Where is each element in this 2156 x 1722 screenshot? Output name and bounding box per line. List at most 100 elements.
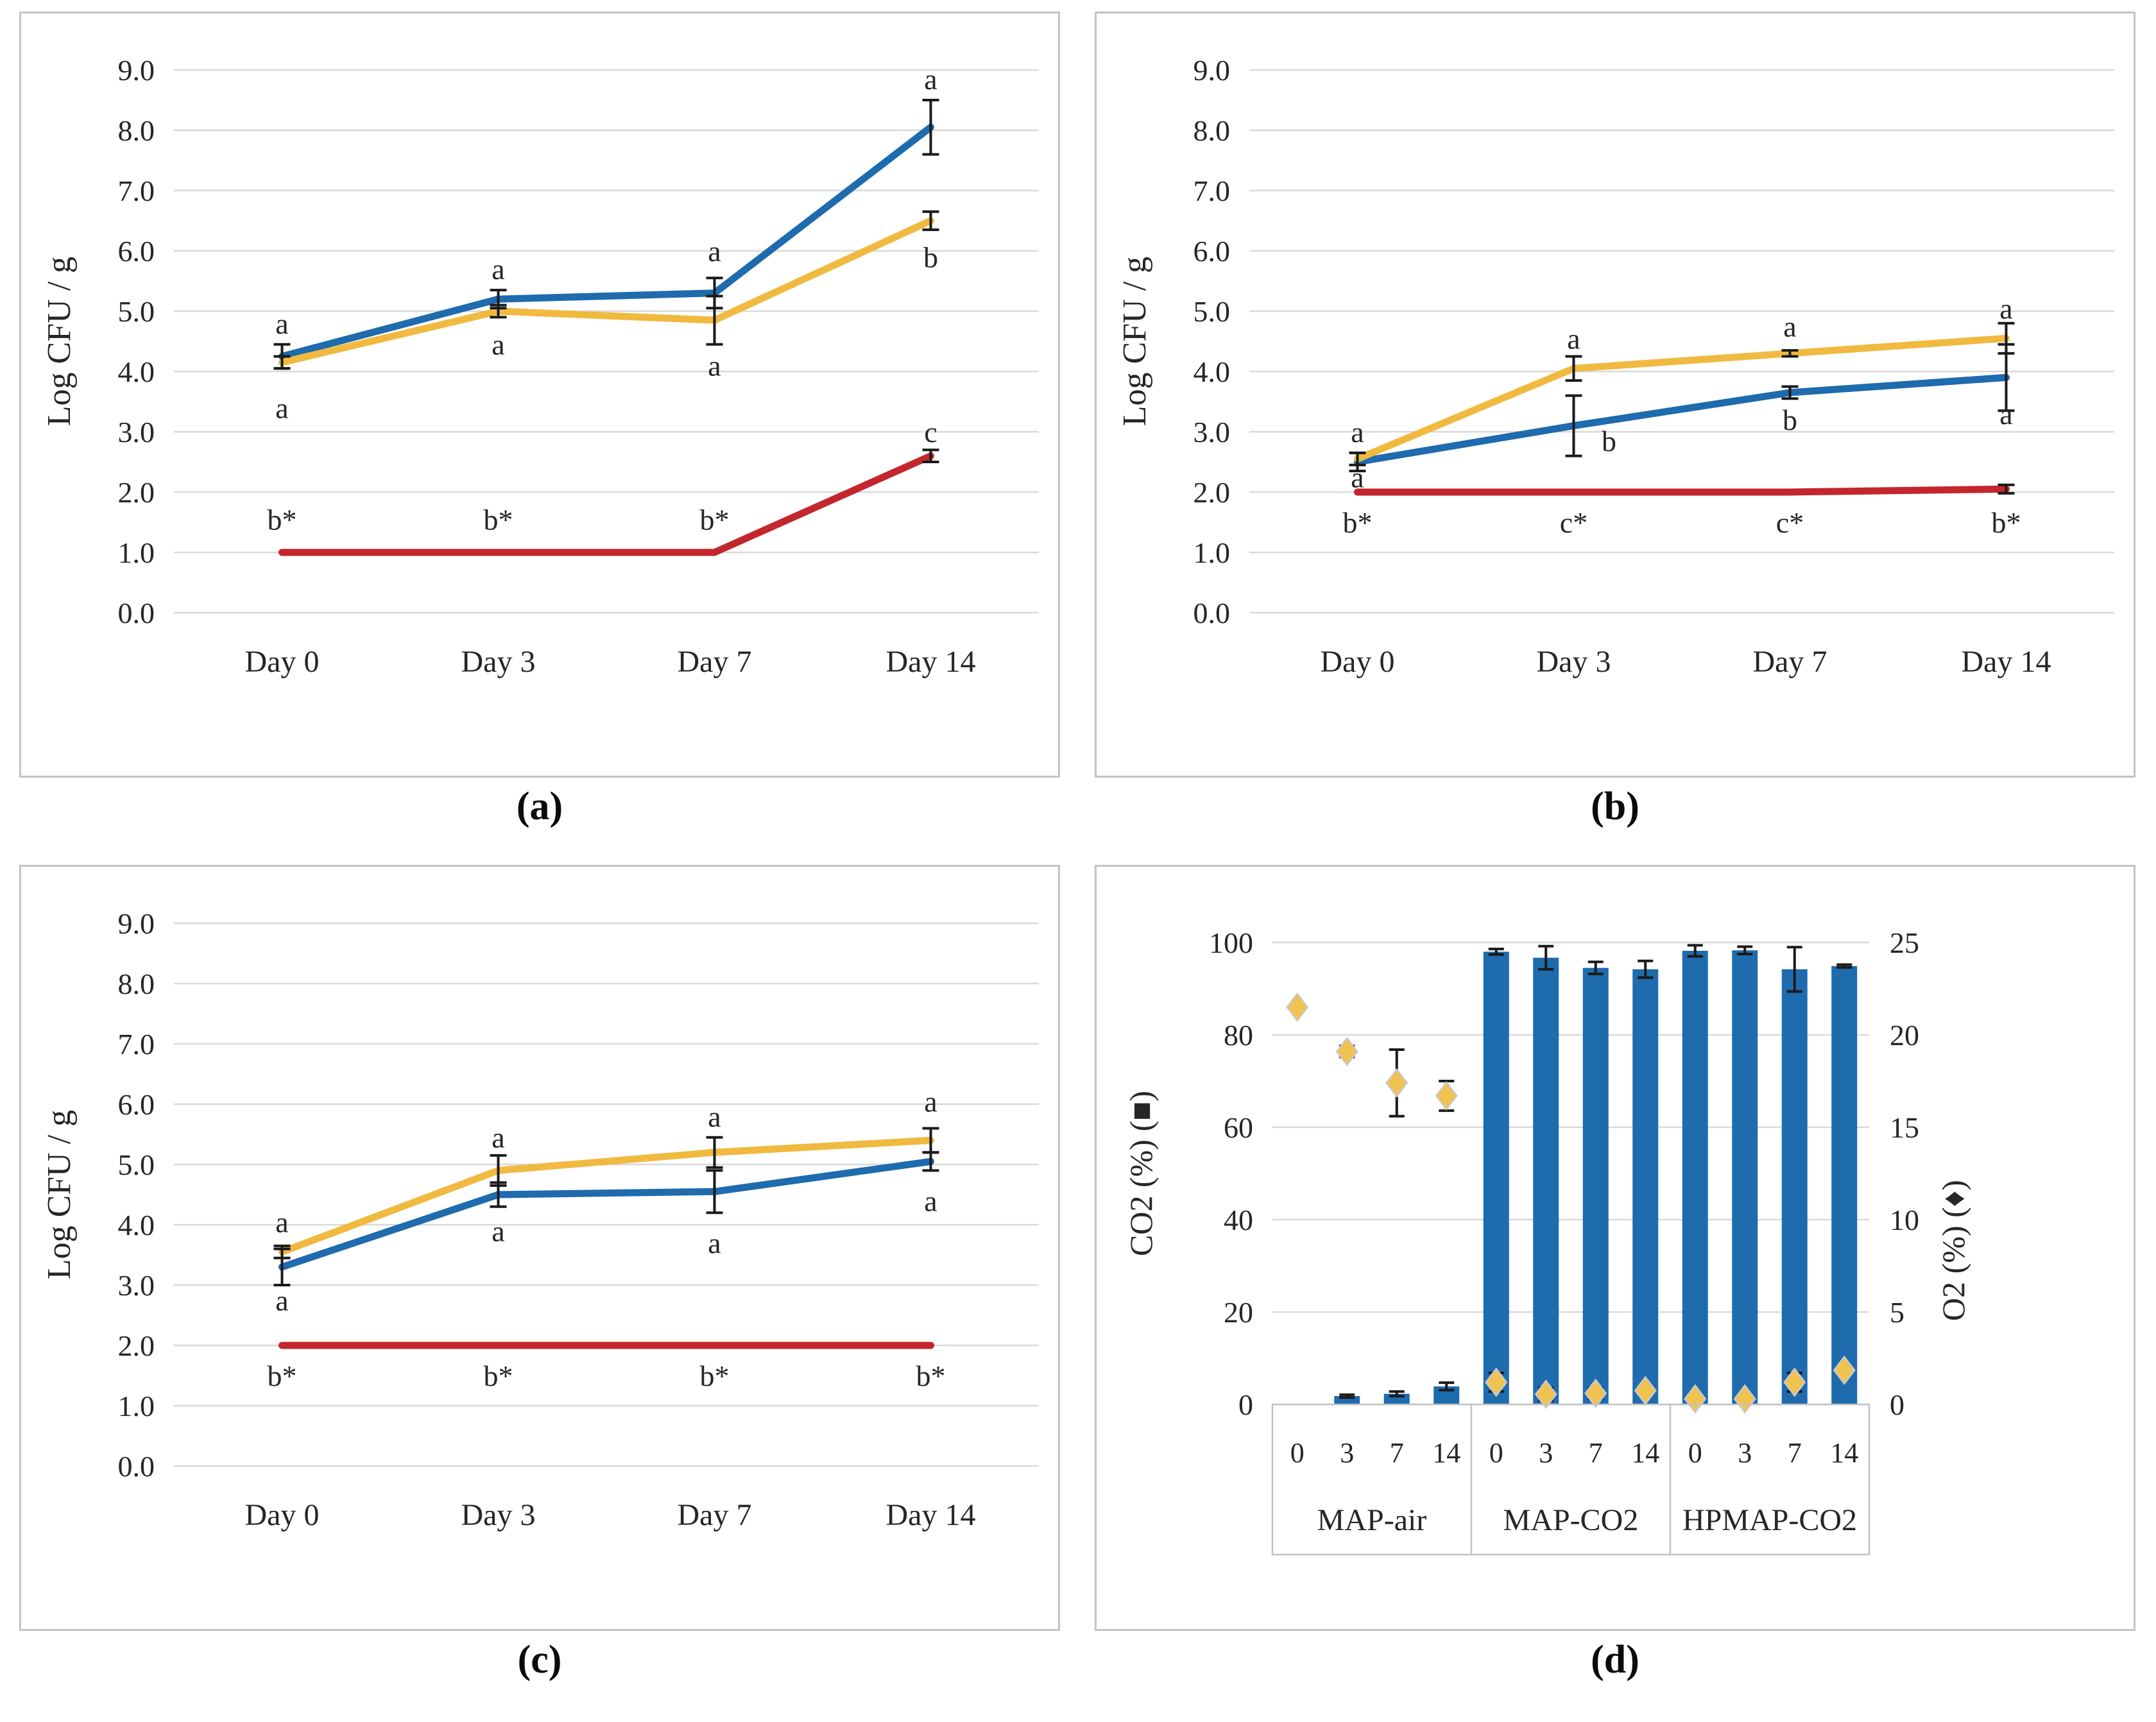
stat-letter: a — [275, 1206, 288, 1238]
stat-letter: b* — [268, 503, 297, 536]
y-tick-label: 6.0 — [118, 1088, 155, 1121]
stat-letter: b* — [1343, 506, 1373, 539]
x-tick-label: Day 7 — [678, 1498, 752, 1532]
y-tick-label: 0.0 — [118, 597, 155, 629]
right-tick-label: 25 — [1890, 926, 1919, 959]
y-tick-label: 9.0 — [118, 54, 155, 87]
day-tick-label: 14 — [1432, 1437, 1460, 1469]
error-bar — [1389, 1390, 1405, 1398]
right-tick-label: 0 — [1890, 1388, 1904, 1421]
stat-letter: b* — [484, 503, 513, 536]
y-tick-label: 1.0 — [118, 1390, 155, 1422]
stat-letter: b — [1602, 425, 1616, 457]
y-tick-label: 2.0 — [118, 476, 155, 509]
right-axis-title: O2 (%) (♦) — [1935, 1180, 1971, 1321]
stat-letter: a — [492, 1215, 504, 1247]
o2-diamond-marker — [1684, 1384, 1707, 1414]
o2-diamond-marker — [1733, 1384, 1756, 1414]
stat-letter: c — [924, 416, 937, 448]
day-tick-label: 0 — [1688, 1437, 1702, 1469]
y-tick-label: 3.0 — [118, 416, 155, 448]
y-tick-label: 6.0 — [1194, 235, 1231, 268]
error-bar — [273, 1244, 291, 1259]
panel-d: 0 20 40 60 80 100 0 5 10 15 20 25 CO2 (%) (■) O2 (%) … — [1095, 865, 2135, 1631]
error-bar — [706, 1136, 723, 1169]
x-tick-label: Day 3 — [461, 1498, 536, 1532]
stat-letter: a — [1999, 292, 2012, 325]
y-axis-title: Log CFU / g — [1116, 257, 1153, 426]
error-bar — [1737, 945, 1753, 955]
stat-letter: a — [275, 1284, 288, 1317]
series-line-yellow — [278, 1136, 934, 1256]
error-bar — [1565, 394, 1582, 457]
caption-b: (b) — [1591, 785, 1639, 828]
y-tick-label: 2.0 — [118, 1329, 155, 1362]
y-tick-label: 7.0 — [118, 175, 155, 207]
day-tick-label: 3 — [1340, 1437, 1354, 1469]
stat-letter: b* — [484, 1360, 513, 1392]
error-bar — [1587, 960, 1604, 975]
x-tick-label: Day 0 — [1321, 645, 1395, 679]
x-tick-label: Day 0 — [245, 1498, 320, 1532]
right-tick-label: 15 — [1890, 1111, 1919, 1144]
series-line-blue — [1354, 373, 2010, 466]
x-tick-label: Day 3 — [1537, 645, 1611, 679]
y-tick-label: 9.0 — [118, 907, 155, 940]
panel-c: 0.0 1.0 2.0 3.0 4.0 5.0 6.0 7.0 8.0 9.0 Log CFU / … — [19, 865, 1060, 1631]
error-bar — [1781, 349, 1799, 358]
y-tick-label: 5.0 — [1194, 295, 1231, 328]
y-tick-label: 7.0 — [118, 1028, 155, 1061]
series-line-yellow — [278, 217, 934, 366]
group-label: HPMAP-CO2 — [1682, 1503, 1857, 1537]
group-label: MAP-air — [1317, 1503, 1427, 1537]
co2-bar — [1831, 966, 1858, 1404]
error-bar — [1687, 944, 1703, 958]
chart-a-line-chart: 0.0 1.0 2.0 3.0 4.0 5.0 6.0 7.0 8.0 9.0 Log CFU / … — [41, 54, 1039, 679]
day-tick-label: 7 — [1788, 1437, 1802, 1469]
stat-letter: b* — [268, 1360, 297, 1392]
error-bar — [1439, 1381, 1455, 1392]
stat-letter: c* — [1560, 506, 1587, 539]
error-bar — [1781, 385, 1799, 400]
left-axis-title: CO2 (%) (■) — [1123, 1091, 1159, 1256]
stat-letter: b* — [700, 1360, 730, 1392]
o2-diamond-marker — [1783, 1367, 1806, 1397]
panel-b: 0.0 1.0 2.0 3.0 4.0 5.0 6.0 7.0 8.0 9.0 Log CFU / … — [1095, 12, 2135, 778]
axis-table-border — [1271, 1403, 1870, 1556]
y-tick-label: 6.0 — [118, 235, 155, 268]
series-line-red — [278, 452, 934, 556]
left-tick-label: 60 — [1224, 1111, 1253, 1144]
stat-letter: a — [1351, 416, 1364, 448]
error-bar — [1339, 1393, 1355, 1399]
error-bar — [273, 355, 291, 370]
x-tick-label: Day 7 — [678, 645, 752, 679]
day-tick-label: 14 — [1830, 1437, 1858, 1469]
stat-letter: b — [1783, 404, 1797, 436]
error-bar — [1538, 944, 1554, 971]
x-tick-label: Day 14 — [1962, 645, 2051, 679]
y-tick-label: 4.0 — [118, 355, 155, 388]
stat-letter: b* — [700, 503, 730, 536]
error-bar — [922, 99, 939, 156]
o2-diamond-marker — [1833, 1355, 1856, 1385]
co2-bar — [1781, 969, 1808, 1404]
error-bar — [706, 1169, 723, 1215]
x-tick-label: Day 7 — [1753, 645, 1827, 679]
y-tick-label: 2.0 — [1194, 476, 1231, 509]
stat-letter: a — [492, 1121, 504, 1154]
o2-diamond-marker — [1485, 1367, 1508, 1397]
chart-c-line-chart: 0.0 1.0 2.0 3.0 4.0 5.0 6.0 7.0 8.0 9.0 Log CFU / … — [41, 907, 1039, 1532]
group-label: MAP-CO2 — [1503, 1503, 1639, 1537]
error-bar — [490, 303, 507, 319]
x-tick-label: Day 0 — [245, 645, 320, 679]
co2-bar — [1732, 950, 1758, 1404]
left-tick-label: 0 — [1238, 1388, 1253, 1421]
error-bar — [922, 448, 939, 463]
series-line-blue — [278, 1157, 934, 1271]
stat-letter: b* — [916, 1360, 946, 1392]
day-tick-label: 3 — [1539, 1437, 1553, 1469]
y-tick-label: 9.0 — [1194, 54, 1231, 87]
co2-bar — [1483, 951, 1509, 1404]
stat-letter: a — [1999, 398, 2012, 430]
stat-letter: a — [924, 63, 937, 96]
